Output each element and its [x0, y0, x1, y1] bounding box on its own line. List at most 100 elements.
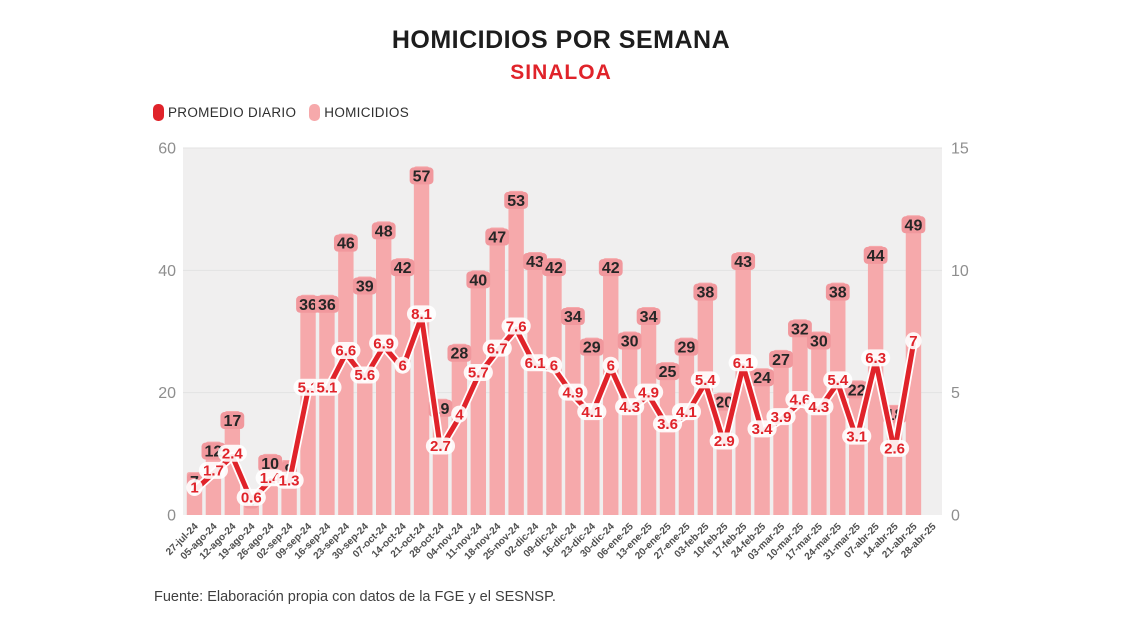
line-label-badge — [217, 444, 247, 462]
legend-swatch-homicidios — [309, 104, 321, 121]
bar-label-badge — [863, 246, 888, 264]
y-axis-label-right: 10 — [951, 263, 969, 280]
line-label-badge — [198, 461, 229, 479]
bar-label: 28 — [450, 346, 468, 363]
bar-label-badge — [617, 332, 642, 350]
line-label: 3.9 — [771, 409, 792, 426]
bar-label-badge — [315, 295, 339, 313]
bar-label: 42 — [394, 260, 412, 277]
bar — [338, 233, 354, 515]
line-label: 6.1 — [733, 355, 754, 372]
line-label: 4.9 — [562, 384, 583, 401]
line-label: 7.6 — [506, 318, 527, 335]
bar-label-badge — [504, 191, 529, 209]
y-axis-label-left: 40 — [158, 263, 176, 280]
bar-label: 43 — [526, 254, 544, 271]
bar-label: 36 — [299, 297, 317, 314]
line-label-badge — [558, 383, 588, 401]
line-label-badge — [369, 334, 399, 352]
bar-label: 29 — [678, 340, 696, 357]
bar-label: 10 — [261, 456, 279, 473]
bar — [640, 307, 657, 515]
bar-label: 53 — [507, 193, 525, 210]
bar-label: 30 — [810, 334, 828, 351]
line-label: 5.7 — [468, 365, 489, 382]
bar-label-badge — [371, 222, 396, 240]
bar-label-badge — [806, 332, 831, 350]
bar — [773, 349, 789, 515]
bar-label-badge — [333, 234, 358, 252]
legend-label-promedio-diario: PROMEDIO DIARIO — [168, 105, 297, 120]
y-axis-right: 0 5 10 15 — [951, 141, 969, 525]
bar-label: 49 — [905, 217, 923, 234]
y-axis-label-right: 0 — [951, 508, 960, 525]
line-label: 5.6 — [354, 367, 375, 384]
bar-label-badge — [352, 277, 377, 295]
legend-item-promedio-diario: PROMEDIO DIARIO — [153, 104, 296, 121]
bar-label-badge — [901, 216, 926, 234]
bar — [527, 251, 543, 515]
bar-label-badge — [542, 259, 566, 277]
bar — [451, 343, 468, 515]
page-subtitle: SINALOA — [510, 61, 612, 84]
bar-label-badge — [561, 308, 585, 326]
line-label: 5.4 — [695, 372, 717, 389]
line-label-badge — [482, 339, 512, 357]
bar — [489, 227, 505, 515]
bar-label-badge — [409, 167, 434, 185]
legend: PROMEDIO DIARIO HOMICIDIOS — [153, 104, 409, 121]
bar-label-badge — [579, 338, 604, 356]
line-label: 3.4 — [752, 421, 774, 438]
bar — [792, 319, 808, 515]
bar-label-badge — [844, 381, 869, 399]
line-label: 5.1 — [317, 379, 338, 396]
line-labels: 11.72.40.61.41.35.15.16.65.66.968.12.745… — [186, 305, 922, 507]
line-label-badge — [425, 437, 456, 455]
bar-label: 30 — [621, 334, 639, 351]
legend-swatch-promedio-diario — [153, 104, 164, 121]
bar — [546, 258, 562, 515]
bar — [603, 258, 619, 515]
bar-label: 38 — [829, 285, 847, 302]
line-label-badge — [186, 479, 203, 497]
line-label: 2.6 — [884, 441, 905, 458]
bar-label-badge — [693, 283, 718, 301]
bar-label-badge — [447, 344, 472, 362]
line-label: 4.1 — [581, 404, 602, 421]
legend-label-homicidios: HOMICIDIOS — [324, 105, 410, 120]
line-label: 4 — [455, 406, 464, 423]
bar-label: 47 — [488, 230, 506, 247]
bar-label: 22 — [848, 382, 866, 399]
legend-item-homicidios: HOMICIDIOS — [309, 104, 409, 121]
line-label: 2.9 — [714, 433, 735, 450]
line-label: 6 — [550, 357, 558, 374]
line-label-badge — [577, 403, 607, 421]
y-axis-label-left: 0 — [167, 508, 176, 525]
bar-label-badge — [731, 252, 756, 270]
line-label: 2.7 — [430, 438, 451, 455]
line-label: 6 — [398, 357, 406, 374]
bar-label-badge — [598, 259, 623, 277]
line-label-badge — [766, 408, 796, 426]
line-label: 1.3 — [279, 472, 300, 489]
bar-label: 39 — [356, 278, 374, 295]
line-label-badge — [394, 356, 411, 374]
line-label-badge — [709, 432, 739, 450]
line-label: 0.6 — [241, 490, 262, 507]
line-label-badge — [545, 356, 563, 374]
bar — [678, 337, 695, 515]
line-label: 6.3 — [865, 350, 886, 367]
line-label: 4.3 — [619, 399, 640, 416]
bar — [470, 270, 486, 515]
y-axis-label-right: 15 — [951, 141, 969, 158]
bar-label: 29 — [583, 340, 601, 357]
bar-label-badge — [655, 363, 680, 381]
bar-label: 44 — [867, 248, 885, 265]
line-label-badge — [823, 371, 853, 389]
line-label-badge — [652, 415, 683, 433]
bar-label: 27 — [772, 352, 790, 369]
bar-label: 24 — [753, 370, 771, 387]
line-label: 8.1 — [411, 306, 432, 323]
line-label: 6.1 — [525, 355, 546, 372]
